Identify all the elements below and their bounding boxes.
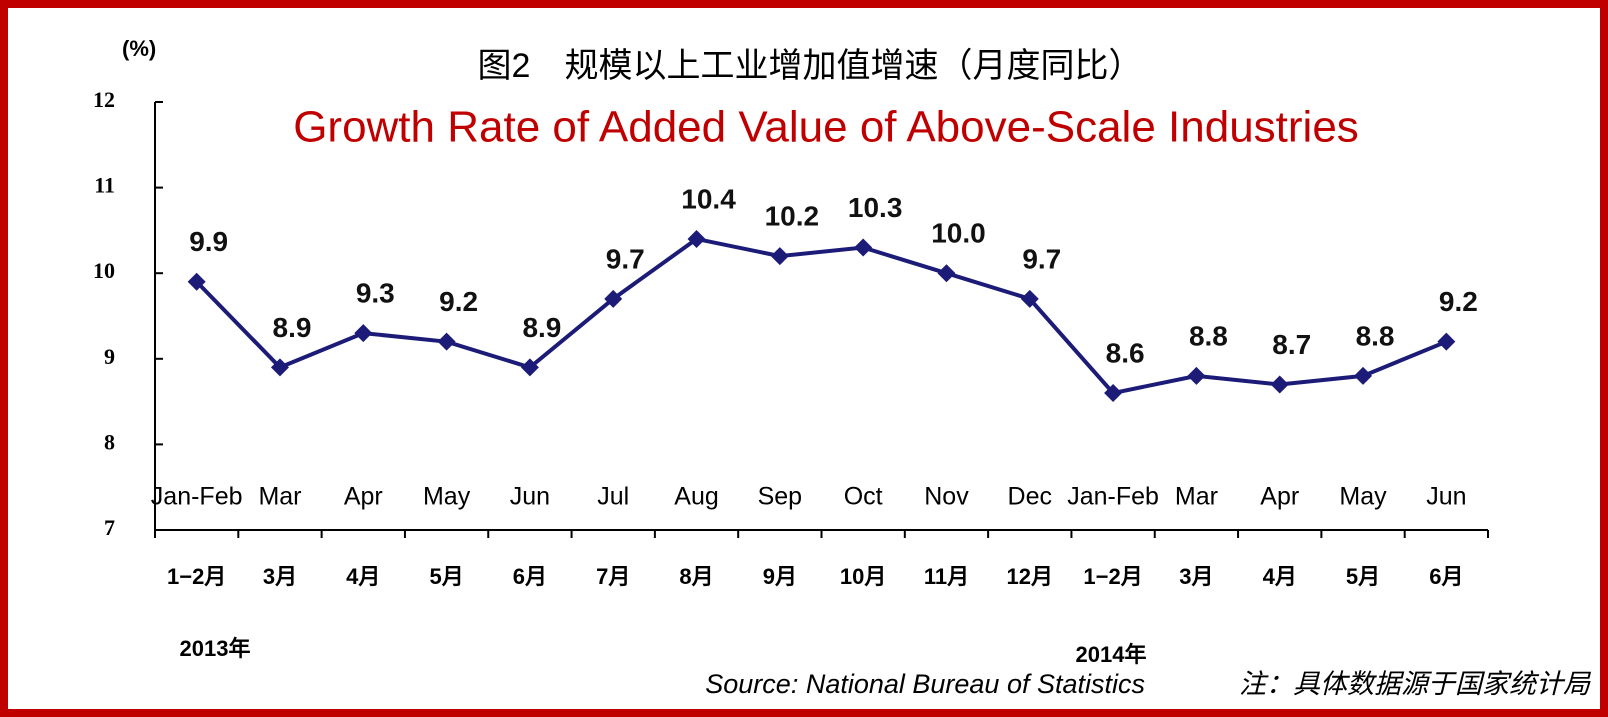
data-label: 9.2 — [1439, 286, 1478, 317]
y-tick-label: 7 — [104, 515, 115, 540]
x-tick-label: Jun — [510, 483, 550, 511]
marker — [687, 229, 706, 248]
data-label: 9.2 — [439, 286, 478, 317]
year-label: 2013年 — [180, 636, 251, 661]
line — [195, 236, 1448, 396]
y-tick-label: 8 — [104, 429, 115, 454]
x-tick-label: May — [1339, 483, 1387, 511]
year-label: 2014年 — [1076, 642, 1147, 667]
x-tick-label-cn: 10月 — [840, 564, 886, 589]
x-tick-label-cn: 1−2月 — [1083, 564, 1142, 589]
marker — [437, 332, 456, 351]
marker — [1354, 366, 1373, 385]
data-label: 9.7 — [1022, 243, 1061, 274]
x-tick-label: Jun — [1426, 483, 1466, 511]
x-tick-label-cn: 6月 — [513, 564, 547, 589]
y-tick-label: 12 — [93, 87, 115, 112]
data-label: 8.9 — [522, 312, 561, 343]
data-label: 9.3 — [356, 278, 395, 309]
x-tick-label-cn: 3月 — [1179, 564, 1213, 589]
chart-subtitle: Growth Rate of Added Value of Above-Scal… — [293, 103, 1359, 152]
marker — [1020, 289, 1039, 308]
x-tick-label: Oct — [844, 483, 883, 511]
x-tick-label-cn: 5月 — [1346, 564, 1380, 589]
data-label: 9.7 — [606, 243, 645, 274]
marker — [520, 358, 539, 377]
x-tick-label: Jan-Feb — [1067, 483, 1159, 511]
source: Source: National Bureau of Statistics — [705, 669, 1145, 699]
y-tick-label: 10 — [93, 258, 115, 283]
x-tick-label: May — [423, 483, 471, 511]
data-label: 10.4 — [681, 183, 736, 214]
marker — [854, 238, 873, 257]
x-tick-label-cn: 4月 — [1263, 564, 1297, 589]
x-tick-label: Nov — [924, 483, 969, 511]
y-tick-label: 9 — [104, 344, 115, 369]
x-tick-label: Mar — [258, 483, 301, 511]
data-label: 8.9 — [273, 312, 312, 343]
x-tick-label-cn: 1−2月 — [167, 564, 226, 589]
marker — [187, 272, 206, 291]
x-tick-label: Sep — [758, 483, 802, 511]
x-tick-label: Dec — [1008, 483, 1052, 511]
x-tick-label: Jul — [597, 483, 629, 511]
x-tick-label: Jan-Feb — [151, 483, 243, 511]
marker — [1437, 332, 1456, 351]
marker — [1104, 384, 1123, 403]
x-tick-label-cn: 3月 — [263, 564, 297, 589]
marker — [270, 358, 289, 377]
x-tick-label: Aug — [674, 483, 718, 511]
x-tick-label: Apr — [1260, 483, 1299, 511]
x-tick-label-cn: 5月 — [429, 564, 463, 589]
x-tick-label-cn: 9月 — [763, 564, 797, 589]
note: 注：具体数据源于国家统计局 — [1239, 669, 1592, 699]
data-label: 8.6 — [1106, 337, 1145, 368]
data-label: 9.9 — [189, 226, 228, 257]
x-tick-label: Apr — [344, 483, 383, 511]
x-tick-label-cn: 11月 — [924, 564, 969, 589]
x-tick-label-cn: 8月 — [679, 564, 713, 589]
data-label: 8.7 — [1272, 329, 1311, 360]
marker — [1270, 375, 1289, 394]
data-label: 10.0 — [931, 218, 986, 249]
data-label: 8.8 — [1356, 320, 1395, 351]
marker — [604, 289, 623, 308]
x-tick-label: Mar — [1175, 483, 1218, 511]
marker — [354, 324, 373, 343]
x-tick-label-cn: 12月 — [1007, 564, 1053, 589]
data-label: 10.3 — [848, 192, 903, 223]
marker — [1187, 366, 1206, 385]
x-tick-label-cn: 7月 — [596, 564, 630, 589]
marker — [937, 264, 956, 283]
x-tick-label-cn: 6月 — [1429, 564, 1463, 589]
marker — [770, 247, 789, 266]
data-label: 8.8 — [1189, 320, 1228, 351]
chart-title: 图2 规模以上工业增加值增速（月度同比） — [478, 47, 1143, 85]
x-tick-label-cn: 4月 — [346, 564, 380, 589]
y-tick-label: 11 — [94, 173, 115, 198]
data-label: 10.2 — [765, 200, 820, 231]
unit-label: (%) — [122, 36, 156, 61]
